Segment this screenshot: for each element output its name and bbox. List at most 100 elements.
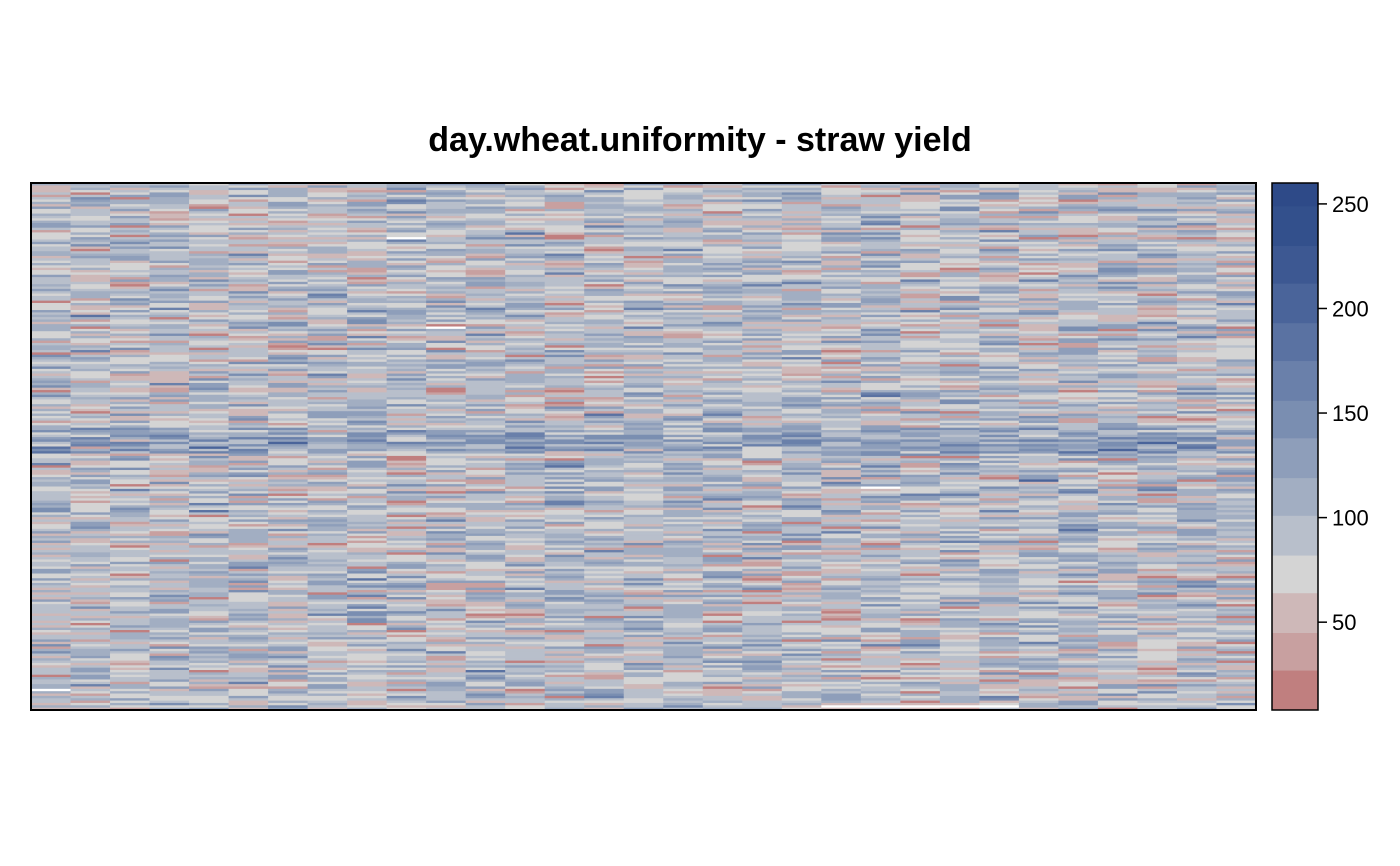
heatmap-cell bbox=[347, 672, 388, 676]
heatmap-cell bbox=[307, 307, 348, 311]
heatmap-cell bbox=[623, 331, 664, 334]
heatmap-cell bbox=[70, 187, 111, 191]
heatmap-cell bbox=[821, 670, 862, 673]
heatmap-cell bbox=[505, 223, 546, 226]
heatmap-cell bbox=[465, 190, 506, 193]
heatmap-cell bbox=[228, 324, 269, 327]
heatmap-cell bbox=[465, 204, 506, 207]
heatmap-cell bbox=[31, 368, 71, 372]
heatmap-cell bbox=[544, 270, 585, 273]
heatmap-cell bbox=[584, 686, 625, 690]
heatmap-cell bbox=[544, 218, 585, 222]
heatmap-cell bbox=[70, 340, 111, 344]
heatmap-cell bbox=[505, 413, 546, 417]
heatmap-cell bbox=[189, 390, 229, 393]
heatmap-cell bbox=[860, 387, 901, 391]
heatmap-cell bbox=[544, 660, 585, 664]
heatmap-cell bbox=[268, 279, 309, 283]
heatmap-cell bbox=[149, 368, 190, 372]
heatmap-cell bbox=[781, 338, 822, 342]
heatmap-cell bbox=[584, 618, 625, 621]
heatmap-cell bbox=[70, 691, 111, 694]
heatmap-cell bbox=[307, 227, 348, 231]
heatmap-cell bbox=[742, 453, 783, 457]
heatmap-cell bbox=[821, 604, 862, 607]
heatmap-cell bbox=[228, 613, 269, 617]
heatmap-cell bbox=[505, 488, 546, 492]
heatmap-cell bbox=[781, 192, 822, 196]
heatmap-cell bbox=[584, 604, 625, 607]
heatmap-cell bbox=[505, 406, 546, 410]
heatmap-cell bbox=[742, 524, 783, 527]
heatmap-cell bbox=[663, 524, 704, 527]
heatmap-cell bbox=[426, 667, 467, 671]
heatmap-cell bbox=[386, 486, 427, 490]
heatmap-cell bbox=[70, 366, 111, 370]
heatmap-cell bbox=[860, 531, 901, 534]
heatmap-cell bbox=[307, 705, 348, 709]
heatmap-cell bbox=[900, 227, 941, 231]
heatmap-cell bbox=[505, 684, 546, 687]
heatmap-cell bbox=[860, 462, 901, 466]
heatmap-cell bbox=[268, 265, 309, 269]
heatmap-cell bbox=[70, 378, 111, 382]
heatmap-cell bbox=[149, 213, 190, 217]
heatmap-cell bbox=[110, 705, 150, 709]
heatmap-cell bbox=[307, 364, 348, 367]
heatmap-cell bbox=[70, 291, 111, 294]
heatmap-cell bbox=[584, 550, 625, 553]
heatmap-cell bbox=[307, 446, 348, 450]
heatmap-cell bbox=[189, 427, 229, 431]
heatmap-cell bbox=[347, 399, 388, 403]
heatmap-cell bbox=[110, 540, 150, 544]
heatmap-cell bbox=[307, 394, 348, 398]
heatmap-cell bbox=[70, 211, 111, 214]
heatmap-cell bbox=[544, 550, 585, 553]
heatmap-cell bbox=[189, 700, 229, 704]
heatmap-cell bbox=[702, 644, 743, 647]
heatmap-cell bbox=[149, 270, 190, 273]
heatmap-cell bbox=[465, 225, 506, 229]
heatmap-cell bbox=[228, 397, 269, 400]
heatmap-cell bbox=[149, 234, 190, 238]
heatmap-cell bbox=[426, 211, 467, 214]
heatmap-cell bbox=[149, 408, 190, 412]
heatmap-cell bbox=[347, 505, 388, 509]
heatmap-cell bbox=[623, 350, 664, 353]
heatmap-cell bbox=[584, 705, 625, 709]
heatmap-cell bbox=[31, 517, 71, 520]
heatmap-cell bbox=[900, 291, 941, 294]
heatmap-cell bbox=[742, 460, 783, 464]
heatmap-cell bbox=[268, 352, 309, 356]
heatmap-cell bbox=[544, 502, 585, 506]
heatmap-cell bbox=[268, 604, 309, 607]
heatmap-cell bbox=[465, 674, 506, 678]
heatmap-cell bbox=[228, 559, 269, 563]
heatmap-cell bbox=[821, 561, 862, 565]
heatmap-cell bbox=[584, 415, 625, 419]
heatmap-cell bbox=[584, 552, 625, 556]
heatmap-cell bbox=[228, 392, 269, 396]
heatmap-cell bbox=[505, 500, 546, 504]
heatmap-cell bbox=[228, 194, 269, 198]
heatmap-cell bbox=[860, 255, 901, 259]
heatmap-cell bbox=[268, 564, 309, 567]
heatmap-cell bbox=[347, 684, 388, 687]
heatmap-cell bbox=[426, 538, 467, 541]
heatmap-cell bbox=[742, 512, 783, 516]
heatmap-cell bbox=[544, 338, 585, 342]
heatmap-cell bbox=[31, 302, 71, 306]
heatmap-cell bbox=[189, 284, 229, 287]
heatmap-cell bbox=[31, 390, 71, 393]
heatmap-cell bbox=[465, 430, 506, 433]
heatmap-cell bbox=[742, 505, 783, 509]
heatmap-cell bbox=[268, 627, 309, 631]
heatmap-cell bbox=[663, 437, 704, 440]
heatmap-cell bbox=[465, 350, 506, 353]
heatmap-cell bbox=[189, 644, 229, 647]
heatmap-cell bbox=[860, 542, 901, 546]
heatmap-cell bbox=[426, 298, 467, 302]
heatmap-cell bbox=[386, 211, 427, 214]
heatmap-cell bbox=[821, 302, 862, 306]
heatmap-cell bbox=[347, 385, 388, 389]
